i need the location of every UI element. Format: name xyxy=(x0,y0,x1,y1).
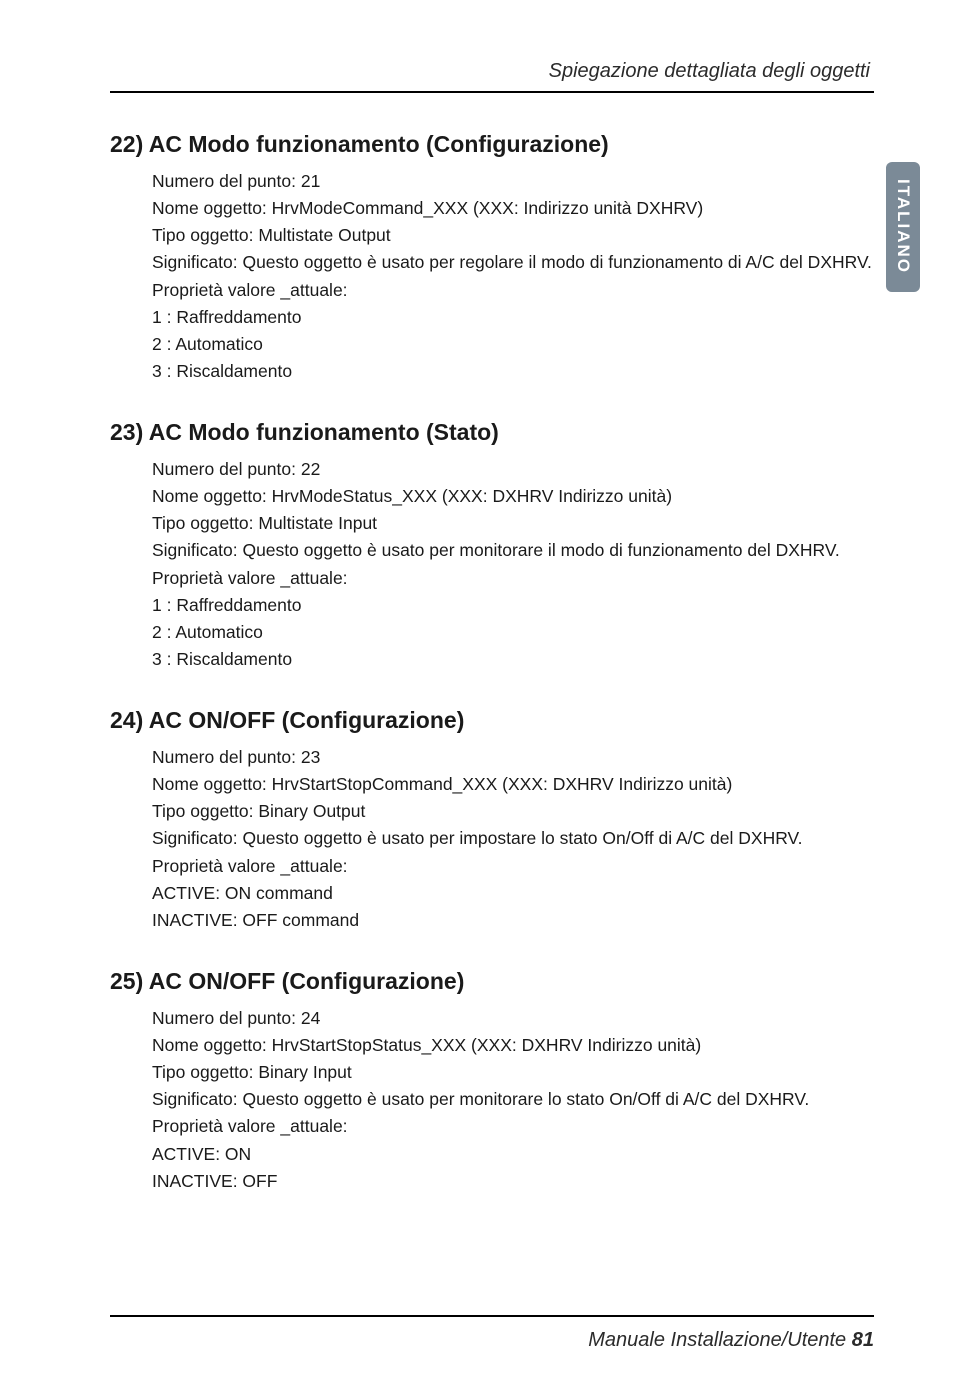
body-line: Numero del punto: 21 xyxy=(152,168,874,195)
page-container: Spiegazione dettagliata degli oggetti IT… xyxy=(0,0,954,1279)
section-24-body: Numero del punto: 23 Nome oggetto: HrvSt… xyxy=(110,744,874,934)
body-line: Nome oggetto: HrvModeCommand_XXX (XXX: I… xyxy=(152,195,874,222)
footer-label: Manuale Installazione/Utente xyxy=(588,1329,846,1351)
section-23-title: 23) AC Modo funzionamento (Stato) xyxy=(110,419,874,446)
body-line: INACTIVE: OFF command xyxy=(152,907,874,934)
body-line: 3 : Riscaldamento xyxy=(152,358,874,385)
header-rule xyxy=(110,91,874,93)
body-line: Significato: Questo oggetto è usato per … xyxy=(152,249,874,276)
section-22-body: Numero del punto: 21 Nome oggetto: HrvMo… xyxy=(110,168,874,385)
body-line: 2 : Automatico xyxy=(152,331,874,358)
body-line: 2 : Automatico xyxy=(152,619,874,646)
section-22: 22) AC Modo funzionamento (Configurazion… xyxy=(110,131,874,385)
body-line: Proprietà valore _attuale: xyxy=(152,853,874,880)
body-line: Proprietà valore _attuale: xyxy=(152,277,874,304)
section-24: 24) AC ON/OFF (Configurazione) Numero de… xyxy=(110,707,874,934)
section-23: 23) AC Modo funzionamento (Stato) Numero… xyxy=(110,419,874,673)
body-line: Nome oggetto: HrvStartStopCommand_XXX (X… xyxy=(152,771,874,798)
body-line: 3 : Riscaldamento xyxy=(152,646,874,673)
body-line: Numero del punto: 23 xyxy=(152,744,874,771)
body-line: Significato: Questo oggetto è usato per … xyxy=(152,1086,874,1113)
footer-page-number: 81 xyxy=(852,1329,874,1351)
language-tab: ITALIANO xyxy=(886,162,920,292)
section-25-title: 25) AC ON/OFF (Configurazione) xyxy=(110,968,874,995)
body-line: ACTIVE: ON command xyxy=(152,880,874,907)
header-title: Spiegazione dettagliata degli oggetti xyxy=(110,60,874,83)
body-line: Proprietà valore _attuale: xyxy=(152,1113,874,1140)
header: Spiegazione dettagliata degli oggetti xyxy=(110,60,874,93)
body-line: Tipo oggetto: Multistate Output xyxy=(152,222,874,249)
language-tab-label: ITALIANO xyxy=(893,179,913,274)
footer-rule xyxy=(110,1315,874,1317)
body-line: ACTIVE: ON xyxy=(152,1141,874,1168)
section-22-title: 22) AC Modo funzionamento (Configurazion… xyxy=(110,131,874,158)
body-line: 1 : Raffreddamento xyxy=(152,592,874,619)
section-25-body: Numero del punto: 24 Nome oggetto: HrvSt… xyxy=(110,1005,874,1195)
footer: Manuale Installazione/Utente 81 xyxy=(110,1315,874,1352)
body-line: Tipo oggetto: Binary Input xyxy=(152,1059,874,1086)
footer-text: Manuale Installazione/Utente 81 xyxy=(110,1329,874,1352)
section-23-body: Numero del punto: 22 Nome oggetto: HrvMo… xyxy=(110,456,874,673)
body-line: Significato: Questo oggetto è usato per … xyxy=(152,537,874,564)
body-line: Tipo oggetto: Binary Output xyxy=(152,798,874,825)
body-line: INACTIVE: OFF xyxy=(152,1168,874,1195)
body-line: Proprietà valore _attuale: xyxy=(152,565,874,592)
section-24-title: 24) AC ON/OFF (Configurazione) xyxy=(110,707,874,734)
body-line: Nome oggetto: HrvStartStopStatus_XXX (XX… xyxy=(152,1032,874,1059)
body-line: Numero del punto: 24 xyxy=(152,1005,874,1032)
body-line: Numero del punto: 22 xyxy=(152,456,874,483)
body-line: 1 : Raffreddamento xyxy=(152,304,874,331)
body-line: Tipo oggetto: Multistate Input xyxy=(152,510,874,537)
section-25: 25) AC ON/OFF (Configurazione) Numero de… xyxy=(110,968,874,1195)
body-line: Nome oggetto: HrvModeStatus_XXX (XXX: DX… xyxy=(152,483,874,510)
body-line: Significato: Questo oggetto è usato per … xyxy=(152,825,874,852)
